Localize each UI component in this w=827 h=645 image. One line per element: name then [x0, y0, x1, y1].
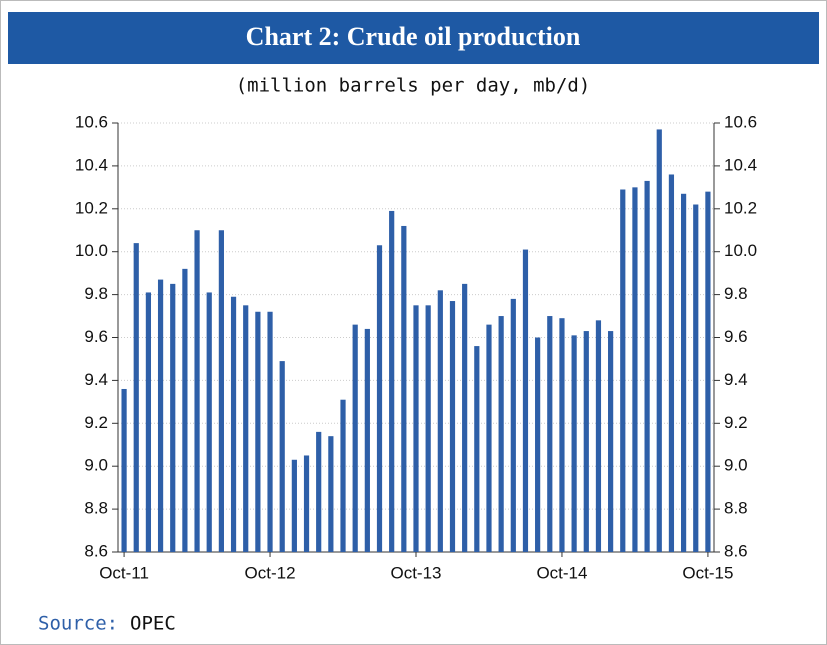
- y2-tick-label: 9.8: [724, 284, 748, 303]
- bar: [376, 245, 383, 552]
- x-tick-label: Oct-11: [99, 563, 149, 582]
- y-tick-label: 10.2: [75, 198, 108, 217]
- bar: [413, 305, 419, 552]
- bar: [498, 316, 504, 552]
- y2-tick-label: 8.6: [724, 541, 748, 560]
- bar: [170, 283, 176, 552]
- y-tick-label: 9.8: [84, 284, 108, 303]
- bar: [218, 230, 224, 552]
- chart-subtitle: (million barrels per day, mb/d): [236, 75, 591, 97]
- bar: [328, 436, 334, 552]
- bar: [620, 189, 626, 552]
- x-tick-label: Oct-13: [390, 563, 441, 582]
- bar: [157, 279, 164, 552]
- bar: [535, 337, 541, 552]
- x-tick-label: Oct-14: [536, 563, 587, 582]
- x-tick-label: Oct-15: [682, 563, 733, 582]
- bar: [608, 331, 614, 552]
- bar: [705, 191, 711, 552]
- bar: [401, 225, 407, 552]
- y2-tick-label: 10.6: [724, 112, 757, 131]
- y-tick-label: 9.6: [84, 327, 108, 346]
- bar: [656, 129, 662, 552]
- bar: [194, 230, 200, 552]
- bar: [474, 346, 480, 552]
- y-tick-label: 9.4: [84, 370, 108, 389]
- source-label: Source:: [38, 613, 118, 635]
- y-tick-label: 8.8: [84, 499, 108, 518]
- bar: [267, 311, 273, 552]
- y2-tick-label: 10.0: [724, 241, 757, 260]
- bar: [437, 290, 443, 552]
- bar: [425, 305, 431, 552]
- bar: [668, 174, 675, 553]
- chart-title: Chart 2: Crude oil production: [246, 22, 581, 51]
- bar: [303, 455, 310, 552]
- bar: [133, 243, 139, 552]
- bar: [583, 331, 589, 552]
- bar: [340, 399, 346, 552]
- header-bar: [8, 12, 819, 64]
- y2-tick-label: 9.4: [724, 370, 748, 389]
- y2-tick-label: 9.0: [724, 456, 748, 475]
- bar: [121, 388, 127, 552]
- y-tick-label: 10.0: [75, 241, 108, 260]
- bar: [206, 292, 212, 552]
- bar: [243, 305, 249, 552]
- y-tick-label: 10.4: [75, 155, 108, 174]
- y-tick-label: 9.0: [84, 456, 108, 475]
- bar: [291, 459, 297, 552]
- bar: [389, 210, 395, 552]
- bar: [510, 298, 516, 552]
- x-tick-label: Oct-12: [245, 563, 296, 582]
- bar: [595, 320, 602, 552]
- bar: [522, 249, 529, 552]
- bar: [693, 204, 699, 552]
- bar: [571, 335, 577, 552]
- source: OPEC: [130, 613, 176, 635]
- bar: [680, 193, 687, 552]
- y-tick-label: 8.6: [84, 541, 108, 560]
- y2-tick-label: 9.6: [724, 327, 748, 346]
- bar: [255, 311, 261, 552]
- bar: [352, 324, 358, 552]
- y-tick-label: 9.2: [84, 413, 108, 432]
- bar: [632, 187, 638, 552]
- bar: [279, 361, 285, 552]
- bar: [449, 301, 456, 552]
- bar: [559, 318, 565, 552]
- bar: [230, 296, 237, 552]
- y-tick-label: 10.6: [75, 112, 108, 131]
- bar: [145, 292, 152, 552]
- bar: [547, 316, 553, 552]
- bar: [486, 324, 492, 552]
- y2-tick-label: 8.8: [724, 499, 748, 518]
- bar: [316, 431, 322, 552]
- bar: [462, 283, 468, 552]
- bar: [182, 268, 188, 552]
- y2-tick-label: 10.4: [724, 155, 757, 174]
- bar: [364, 328, 370, 552]
- y2-tick-label: 10.2: [724, 198, 757, 217]
- bar: [644, 180, 650, 553]
- y2-tick-label: 9.2: [724, 413, 748, 432]
